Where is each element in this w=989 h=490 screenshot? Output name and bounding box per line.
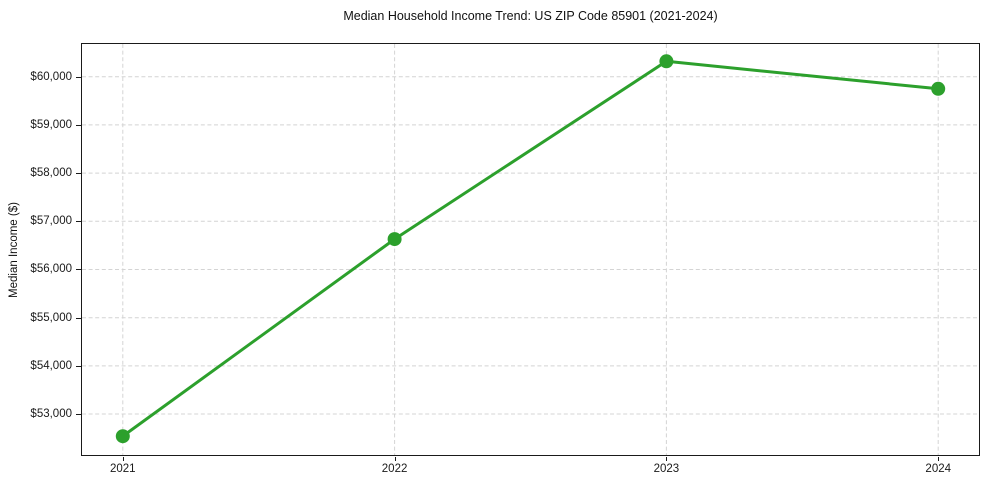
line-chart-svg bbox=[82, 44, 979, 455]
chart-title: Median Household Income Trend: US ZIP Co… bbox=[343, 9, 718, 23]
y-tick-mark bbox=[76, 414, 81, 416]
y-tick-mark bbox=[76, 173, 81, 175]
y-tick-label: $59,000 bbox=[30, 118, 72, 131]
x-tick-mark bbox=[394, 457, 396, 461]
data-point-2022 bbox=[387, 232, 402, 247]
data-point-2023 bbox=[659, 54, 674, 69]
x-tick-mark bbox=[938, 457, 940, 461]
y-tick-label: $53,000 bbox=[30, 408, 72, 421]
x-tick-label: 2022 bbox=[381, 463, 408, 475]
y-tick-mark bbox=[76, 76, 81, 78]
data-point-2024 bbox=[931, 81, 946, 96]
plot-area bbox=[81, 43, 980, 456]
y-tick-label: $58,000 bbox=[30, 167, 72, 180]
x-tick-label: 2024 bbox=[925, 463, 952, 475]
y-tick-label: $57,000 bbox=[30, 215, 72, 228]
y-tick-mark bbox=[76, 124, 81, 126]
y-tick-mark bbox=[76, 317, 81, 319]
y-tick-label: $55,000 bbox=[30, 311, 72, 324]
y-tick-label: $56,000 bbox=[30, 263, 72, 276]
x-tick-mark bbox=[122, 457, 124, 461]
trend-line bbox=[121, 59, 940, 438]
x-tick-mark bbox=[666, 457, 668, 461]
x-tick-label: 2023 bbox=[653, 463, 680, 475]
x-tick-label: 2021 bbox=[109, 463, 136, 475]
y-tick-mark bbox=[76, 269, 81, 271]
y-tick-mark bbox=[76, 365, 81, 367]
y-tick-label: $54,000 bbox=[30, 359, 72, 372]
y-tick-label: $60,000 bbox=[30, 70, 72, 83]
data-point-2021 bbox=[115, 429, 130, 444]
y-tick-mark bbox=[76, 221, 81, 223]
